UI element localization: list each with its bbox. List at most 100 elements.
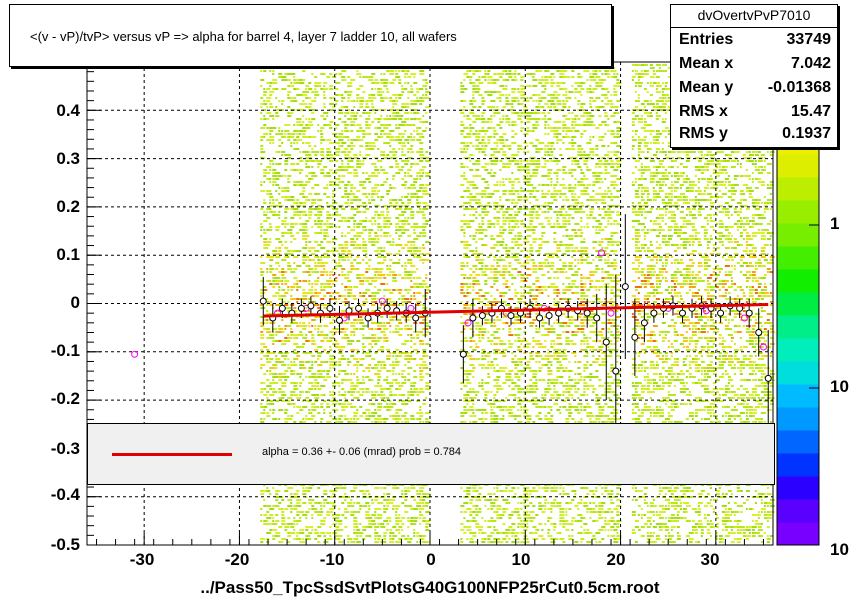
hist2d-cell [302, 262, 306, 264]
hist2d-cell [347, 250, 352, 252]
hist2d-cell [607, 217, 613, 219]
hist2d-cell [389, 253, 393, 255]
hist2d-cell [419, 178, 422, 180]
hist2d-cell [326, 514, 331, 516]
hist2d-cell [365, 67, 369, 69]
hist2d-cell [511, 160, 515, 162]
hist2d-cell [335, 418, 338, 420]
hist2d-cell [362, 244, 368, 246]
hist2d-cell [371, 223, 374, 225]
hist2d-cell [287, 505, 293, 507]
hist2d-cell [583, 151, 586, 153]
hist2d-cell [422, 361, 427, 363]
hist2d-cell [616, 82, 622, 84]
hist2d-cell [526, 190, 532, 192]
hist2d-cell [347, 292, 352, 294]
hist2d-cell [317, 163, 322, 165]
hist2d-cell [383, 364, 387, 366]
hist2d-cell [320, 421, 323, 423]
hist2d-cell [472, 199, 478, 201]
hist2d-cell [583, 130, 587, 132]
hist2d-cell [260, 145, 264, 147]
hist2d-cell [341, 166, 346, 168]
hist2d-cell [505, 85, 508, 87]
hist2d-cell [344, 289, 347, 291]
hist2d-cell [326, 352, 330, 354]
hist2d-cell [425, 106, 431, 108]
hist2d-cell [368, 349, 372, 351]
hist2d-cell [362, 376, 365, 378]
hist2d-cell [371, 97, 377, 99]
hist2d-cell [314, 223, 320, 225]
hist2d-cell [272, 538, 276, 540]
hist2d-cell [281, 76, 287, 78]
hist2d-cell [475, 67, 481, 69]
hist2d-cell [466, 187, 470, 189]
hist2d-cell [395, 415, 401, 417]
hist2d-cell [362, 187, 367, 189]
hist2d-cell [350, 331, 356, 333]
hist2d-cell [425, 505, 429, 507]
hist2d-cell [460, 163, 464, 165]
hist2d-cell [407, 538, 412, 540]
hist2d-cell [380, 316, 384, 318]
hist2d-cell [275, 280, 280, 282]
hist2d-cell [616, 205, 621, 207]
hist2d-cell [317, 265, 323, 267]
hist2d-cell [260, 343, 266, 345]
hist2d-cell [389, 394, 394, 396]
hist2d-cell [407, 172, 410, 174]
hist2d-cell [347, 253, 351, 255]
hist2d-cell [398, 115, 403, 117]
hist2d-cell [469, 202, 472, 204]
hist2d-cell [463, 88, 468, 90]
hist2d-cell [463, 151, 468, 153]
hist2d-cell [308, 298, 312, 300]
hist2d-cell [266, 412, 270, 414]
hist2d-cell [374, 352, 378, 354]
hist2d-cell [610, 115, 616, 117]
hist2d-cell [511, 121, 517, 123]
hist2d-cell [374, 526, 380, 528]
hist2d-cell [314, 184, 320, 186]
hist2d-cell [547, 220, 551, 222]
hist2d-cell [353, 421, 358, 423]
hist2d-cell [275, 151, 281, 153]
hist2d-cell [347, 193, 353, 195]
hist2d-cell [401, 133, 406, 135]
hist2d-cell [404, 223, 407, 225]
hist2d-cell [577, 100, 581, 102]
hist2d-cell [311, 337, 315, 339]
hist2d-cell [287, 97, 291, 99]
hist2d-cell [401, 145, 407, 147]
hist2d-cell [419, 139, 422, 141]
hist2d-cell [347, 502, 353, 504]
hist2d-cell [407, 223, 411, 225]
hist2d-cell [487, 127, 492, 129]
hist2d-cell [365, 154, 371, 156]
hist2d-cell [266, 244, 271, 246]
hist2d-cell [410, 175, 413, 177]
hist2d-cell [368, 145, 372, 147]
hist2d-cell [502, 133, 507, 135]
hist2d-cell [332, 409, 336, 411]
hist2d-cell [407, 277, 413, 279]
hist2d-cell [410, 112, 413, 114]
hist2d-cell [278, 214, 281, 216]
hist2d-cell [269, 385, 272, 387]
hist2d-cell [410, 382, 415, 384]
hist2d-cell [359, 205, 365, 207]
hist2d-cell [607, 172, 611, 174]
hist2d-cell [365, 178, 371, 180]
hist2d-cell [469, 100, 473, 102]
hist2d-cell [520, 166, 526, 168]
hist2d-cell [293, 202, 298, 204]
hist2d-cell [260, 181, 263, 183]
hist2d-cell [317, 256, 320, 258]
hist2d-cell [302, 196, 307, 198]
hist2d-cell [499, 97, 502, 99]
hist2d-cell [365, 535, 369, 537]
hist2d-cell [308, 106, 312, 108]
hist2d-cell [314, 232, 319, 234]
hist2d-cell [410, 346, 413, 348]
